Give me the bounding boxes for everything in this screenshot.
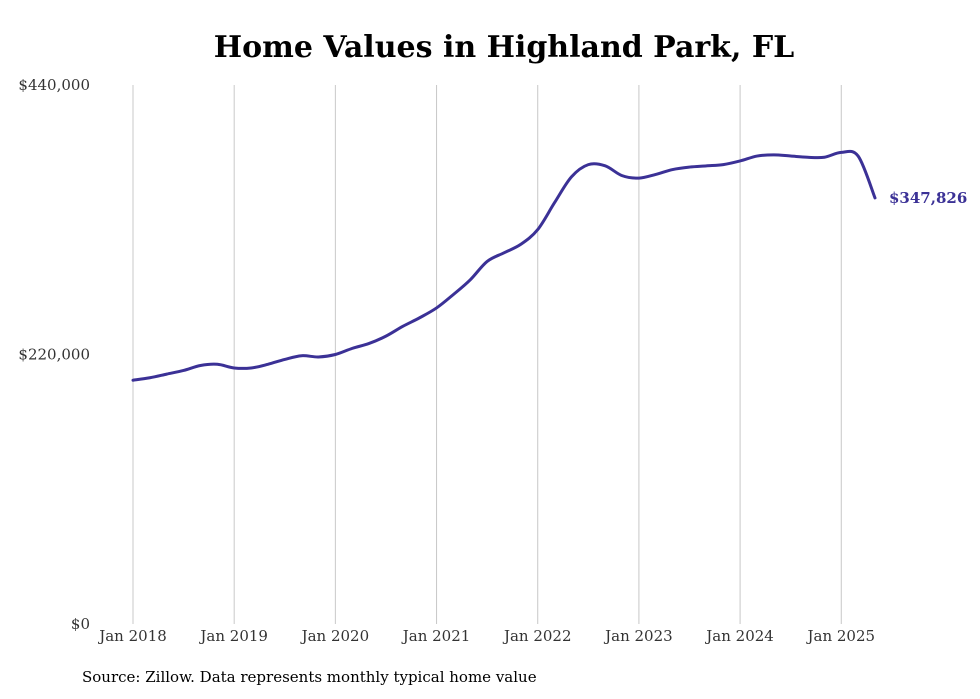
x-tick-label: Jan 2021 bbox=[401, 627, 471, 645]
x-tick-label: Jan 2023 bbox=[603, 627, 673, 645]
x-tick-label: Jan 2025 bbox=[805, 627, 875, 645]
x-tick-label: Jan 2018 bbox=[97, 627, 167, 645]
x-tick-label: Jan 2019 bbox=[198, 627, 268, 645]
end-value-label: $347,826 bbox=[889, 189, 967, 207]
home-value-line bbox=[131, 149, 877, 382]
chart-title: Home Values in Highland Park, FL bbox=[213, 30, 795, 65]
x-tick-label: Jan 2022 bbox=[502, 627, 572, 645]
x-tick-label: Jan 2020 bbox=[300, 627, 370, 645]
source-note: Source: Zillow. Data represents monthly … bbox=[82, 668, 537, 686]
y-tick-label: $220,000 bbox=[18, 346, 90, 364]
x-tick-label: Jan 2024 bbox=[704, 627, 774, 645]
y-tick-label: $440,000 bbox=[18, 76, 90, 94]
y-tick-label: $0 bbox=[71, 615, 90, 633]
